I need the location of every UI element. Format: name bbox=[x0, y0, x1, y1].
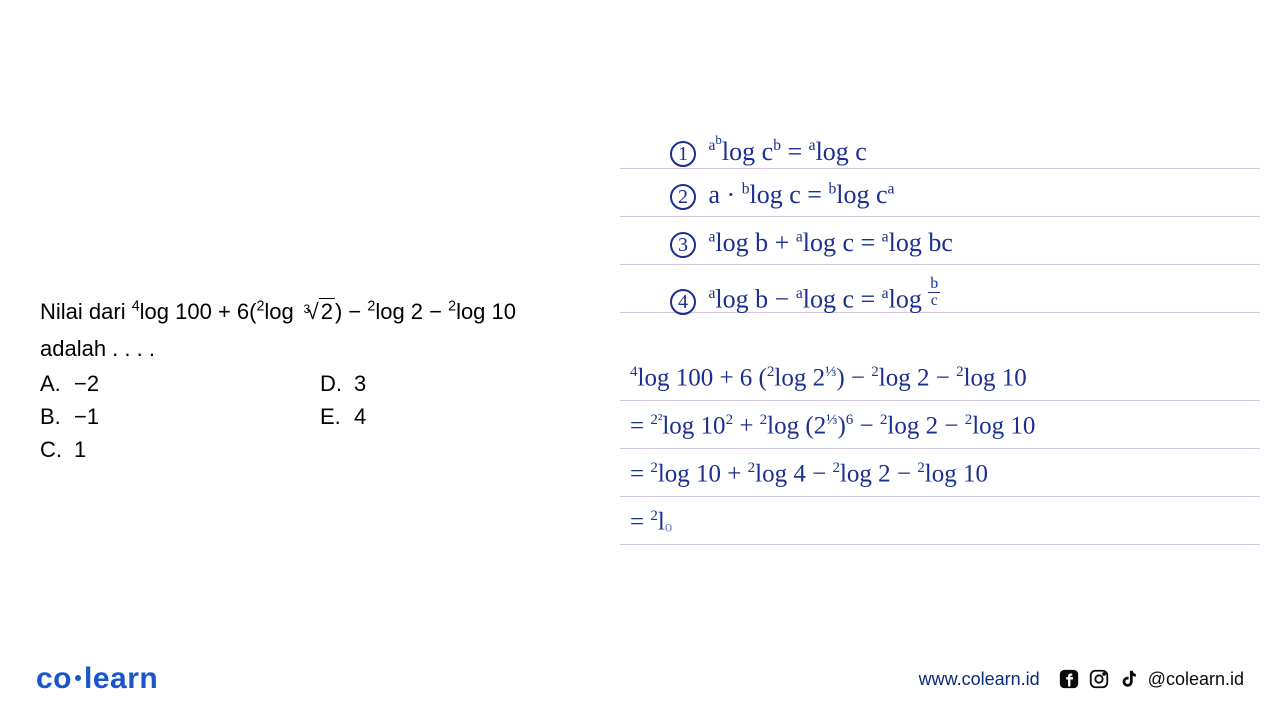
handwriting-rule-4: 4 alog b − alog c = alog bc bbox=[670, 276, 940, 315]
handwriting-rule-1: 1 ablog cb = alog c bbox=[670, 132, 867, 167]
option-E: E.4 bbox=[320, 402, 366, 433]
option-row: B.−1 E.4 bbox=[40, 402, 610, 433]
tiktok-icon bbox=[1118, 668, 1140, 690]
question-text: Nilai dari 4log 100 + 6(2log 3√2) − 2log… bbox=[40, 295, 610, 328]
footer-url: www.colearn.id bbox=[919, 669, 1040, 690]
ruled-line bbox=[620, 400, 1260, 401]
question-prefix: Nilai dari bbox=[40, 299, 132, 324]
ruled-line bbox=[620, 496, 1260, 497]
option-row: A.−2 D.3 bbox=[40, 369, 610, 400]
handwriting-work-3: = 2log 10 + 2log 4 − 2log 2 − 2log 10 bbox=[630, 460, 988, 488]
ruled-line bbox=[620, 448, 1260, 449]
ruled-line bbox=[620, 216, 1260, 217]
options-list: A.−2 D.3 B.−1 E.4 C.1 bbox=[40, 369, 610, 465]
facebook-icon bbox=[1058, 668, 1080, 690]
social-handle: @colearn.id bbox=[1148, 669, 1244, 690]
handwriting-area: 1 ablog cb = alog c 2 a · blog c = blog … bbox=[620, 100, 1260, 620]
question-suffix: adalah . . . . bbox=[40, 332, 610, 365]
handwriting-rule-2: 2 a · blog c = blog ca bbox=[670, 180, 894, 210]
handwriting-work-2: = 2²log 102 + 2log (2⅓)6 − 2log 2 − 2log… bbox=[630, 412, 1035, 440]
logo-part-2: learn bbox=[84, 662, 158, 695]
ruled-line bbox=[620, 168, 1260, 169]
instagram-icon bbox=[1088, 668, 1110, 690]
logo-dot-icon bbox=[75, 675, 81, 681]
option-row: C.1 bbox=[40, 435, 610, 466]
handwriting-rule-3: 3 alog b + alog c = alog bc bbox=[670, 228, 953, 258]
footer-right: www.colearn.id @colearn.id bbox=[919, 668, 1244, 690]
option-C: C.1 bbox=[40, 435, 320, 466]
handwriting-work-1: 4log 100 + 6 (2log 2⅓) − 2log 2 − 2log 1… bbox=[630, 364, 1027, 392]
footer: colearn www.colearn.id @colearn.id bbox=[0, 662, 1280, 696]
option-A: A.−2 bbox=[40, 369, 320, 400]
handwriting-work-4: = 2lₒ bbox=[630, 508, 672, 536]
option-D: D.3 bbox=[320, 369, 366, 400]
social-icons: @colearn.id bbox=[1058, 668, 1244, 690]
logo: colearn bbox=[36, 662, 158, 696]
logo-part-1: co bbox=[36, 662, 72, 695]
ruled-line bbox=[620, 264, 1260, 265]
option-B: B.−1 bbox=[40, 402, 320, 433]
ruled-line bbox=[620, 544, 1260, 545]
question-block: Nilai dari 4log 100 + 6(2log 3√2) − 2log… bbox=[40, 295, 610, 465]
